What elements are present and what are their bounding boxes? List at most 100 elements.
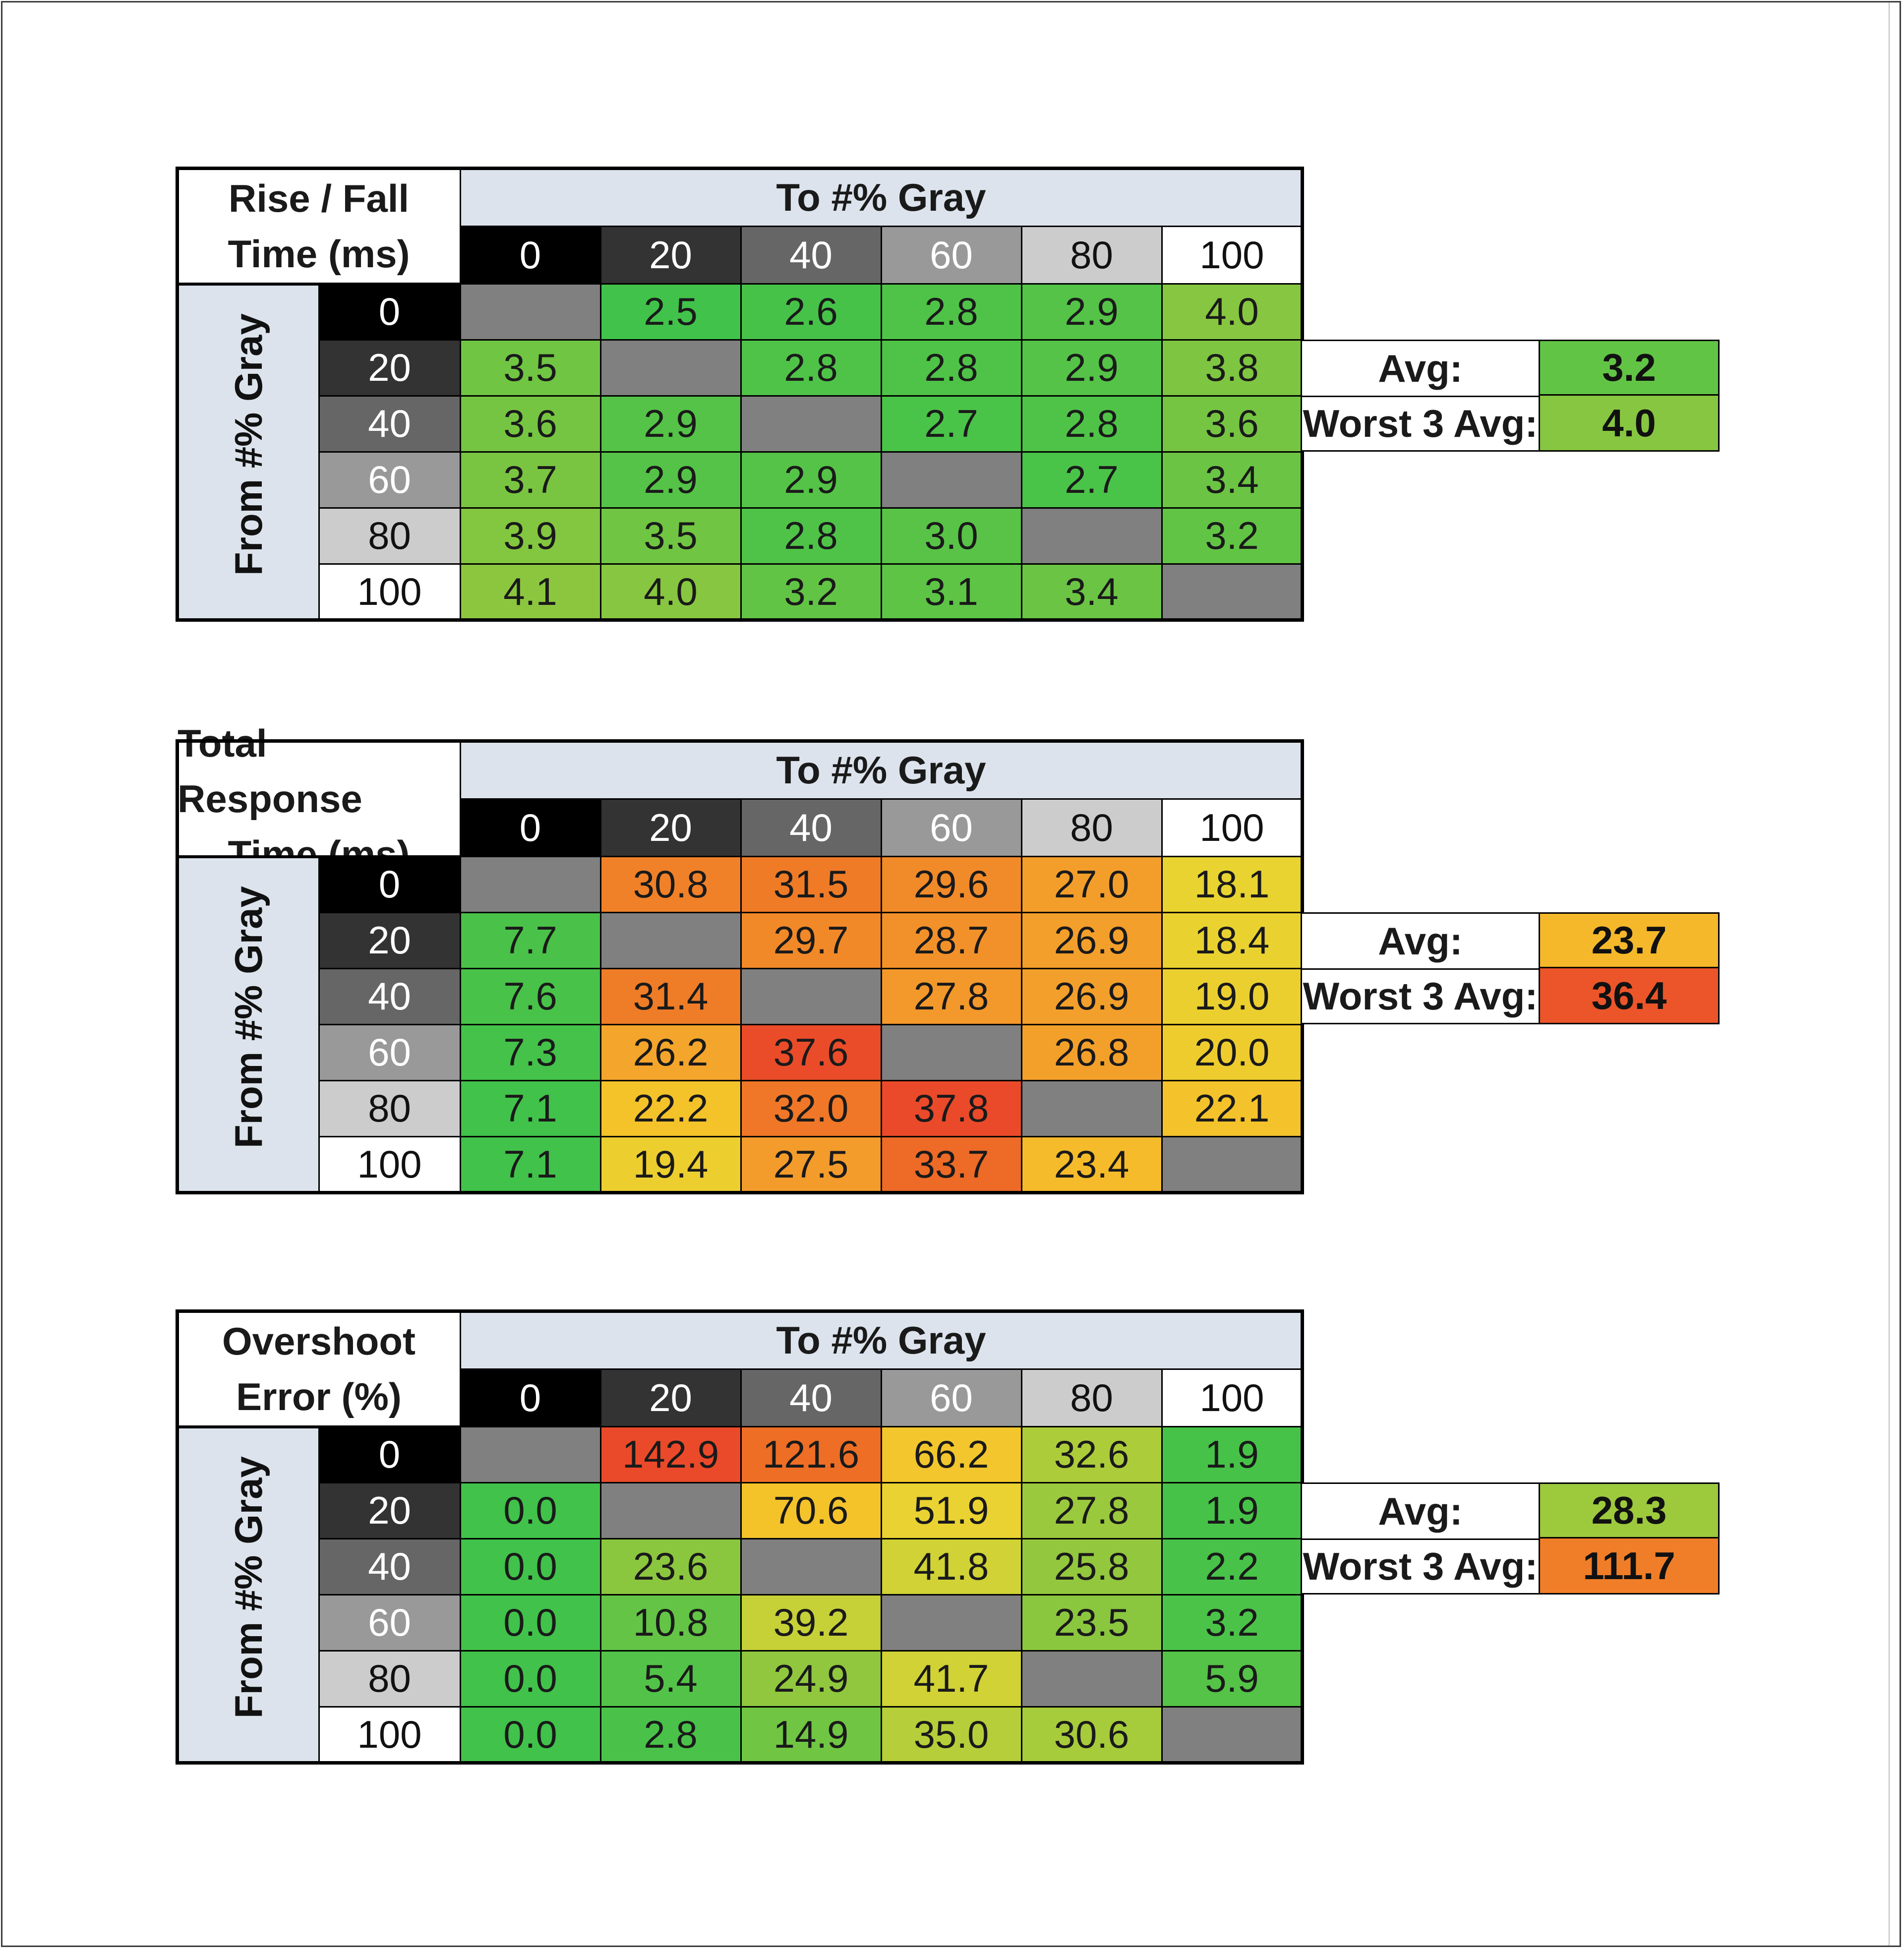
heatmap-cell: 2.9 xyxy=(741,452,881,508)
y-tick-label: 60 xyxy=(319,1595,460,1651)
grid-line xyxy=(319,619,1302,621)
corner-title: Rise / Fall Time (ms) xyxy=(178,169,460,284)
grid-line xyxy=(460,169,461,620)
heatmap-cell: 27.8 xyxy=(1021,1482,1162,1538)
heatmap-cell: 3.6 xyxy=(460,396,600,452)
grid-line xyxy=(881,1369,882,1763)
summary-value: 28.3 xyxy=(1539,1482,1720,1538)
y-tick-label: 100 xyxy=(319,564,460,620)
heatmap-cell: 23.4 xyxy=(1021,1136,1162,1192)
y-tick-label: 40 xyxy=(319,1538,460,1595)
grid-line xyxy=(600,799,601,1192)
heatmap-cell: 3.2 xyxy=(1162,1595,1302,1651)
grid-line xyxy=(740,226,742,620)
diagonal-cell xyxy=(460,1426,600,1482)
x-tick-label: 40 xyxy=(741,1369,881,1426)
heatmap-cell: 3.7 xyxy=(460,452,600,508)
grid-line xyxy=(319,395,1302,397)
diagonal-cell xyxy=(1162,1136,1302,1192)
corner-title-line1: Overshoot xyxy=(222,1319,416,1363)
y-axis-strip xyxy=(178,856,319,1192)
grid-line xyxy=(1161,799,1163,1192)
x-tick-label: 40 xyxy=(741,226,881,284)
diagonal-cell xyxy=(460,856,600,912)
summary-label: Worst 3 Avg: xyxy=(1302,396,1539,452)
heatmap-cell: 27.0 xyxy=(1021,856,1162,912)
summary-value: 3.2 xyxy=(1539,340,1720,396)
x-tick-label: 100 xyxy=(1162,226,1302,284)
heatmap-cell: 7.1 xyxy=(460,1080,600,1136)
heatmap-cell: 18.1 xyxy=(1162,856,1302,912)
diagonal-cell xyxy=(881,1024,1021,1080)
heatmap-cell: 3.2 xyxy=(1162,508,1302,564)
heatmap-cell: 29.7 xyxy=(741,912,881,968)
heatmap-cell: 3.5 xyxy=(600,508,741,564)
heatmap-cell: 0.0 xyxy=(460,1538,600,1595)
x-tick-label: 100 xyxy=(1162,1369,1302,1426)
heatmap-cell: 7.7 xyxy=(460,912,600,968)
heatmap-cell: 2.6 xyxy=(741,284,881,340)
diagonal-cell xyxy=(741,396,881,452)
diagonal-cell xyxy=(600,340,741,396)
grid-line xyxy=(178,855,460,858)
corner-title-line1: Rise / Fall xyxy=(228,177,410,220)
summary-label: Avg: xyxy=(1302,912,1539,968)
heatmap-cell: 18.4 xyxy=(1162,912,1302,968)
y-tick-label: 20 xyxy=(319,340,460,396)
summary-label: Worst 3 Avg: xyxy=(1302,1538,1539,1595)
grid-line xyxy=(319,968,1302,969)
heatmap-cell: 39.2 xyxy=(741,1595,881,1651)
diagonal-cell xyxy=(1021,1080,1162,1136)
x-tick-label: 60 xyxy=(881,1369,1021,1426)
heatmap-cell: 31.5 xyxy=(741,856,881,912)
heatmap-cell: 2.9 xyxy=(600,396,741,452)
heatmap-cell: 22.1 xyxy=(1162,1080,1302,1136)
y-tick-label: 60 xyxy=(319,1024,460,1080)
heatmap-cell: 37.8 xyxy=(881,1080,1021,1136)
grid-line xyxy=(319,912,1302,913)
heatmap-cell: 3.5 xyxy=(460,340,600,396)
x-tick-label: 20 xyxy=(600,226,741,284)
x-axis-label: To #% Gray xyxy=(460,169,1302,226)
heatmap-cell: 14.9 xyxy=(741,1707,881,1763)
corner-title-line2: Time (ms) xyxy=(228,232,410,276)
y-tick-label: 20 xyxy=(319,1482,460,1538)
heatmap-cell: 33.7 xyxy=(881,1136,1021,1192)
grid-line xyxy=(460,1311,461,1763)
heatmap-cell: 4.0 xyxy=(600,564,741,620)
x-tick-label: 100 xyxy=(1162,799,1302,856)
grid-line xyxy=(319,1482,1302,1483)
heatmap-cell: 41.7 xyxy=(881,1651,1021,1707)
heatmap-cell: 3.4 xyxy=(1021,564,1162,620)
heatmap-cell: 31.4 xyxy=(600,968,741,1024)
heatmap-cell: 19.4 xyxy=(600,1136,741,1192)
heatmap-cell: 66.2 xyxy=(881,1426,1021,1482)
summary-label: Avg: xyxy=(1302,340,1539,396)
heatmap-cell: 5.9 xyxy=(1162,1651,1302,1707)
grid-line xyxy=(1161,1369,1163,1763)
heatmap-cell: 35.0 xyxy=(881,1707,1021,1763)
x-tick-label: 20 xyxy=(600,799,741,856)
summary-label: Worst 3 Avg: xyxy=(1302,968,1539,1024)
diagonal-cell xyxy=(741,1538,881,1595)
grid-line xyxy=(319,1594,1302,1595)
diagonal-cell xyxy=(1021,1651,1162,1707)
heatmap-cell: 22.2 xyxy=(600,1080,741,1136)
heatmap-cell: 27.5 xyxy=(741,1136,881,1192)
diagonal-cell xyxy=(741,968,881,1024)
heatmap-cell: 26.9 xyxy=(1021,968,1162,1024)
grid-line xyxy=(460,1368,1302,1370)
heatmap-cell: 23.5 xyxy=(1021,1595,1162,1651)
heatmap-cell: 3.2 xyxy=(741,564,881,620)
y-tick-label: 40 xyxy=(319,396,460,452)
grid-line xyxy=(881,226,882,620)
heatmap-cell: 25.8 xyxy=(1021,1538,1162,1595)
heatmap-cell: 51.9 xyxy=(881,1482,1021,1538)
diagonal-cell xyxy=(881,1595,1021,1651)
grid-line xyxy=(460,798,1302,800)
heatmap-cell: 0.0 xyxy=(460,1707,600,1763)
grid-line xyxy=(319,1080,1302,1081)
heatmap-cell: 0.0 xyxy=(460,1482,600,1538)
y-tick-label: 80 xyxy=(319,508,460,564)
heatmap-cell: 2.9 xyxy=(600,452,741,508)
